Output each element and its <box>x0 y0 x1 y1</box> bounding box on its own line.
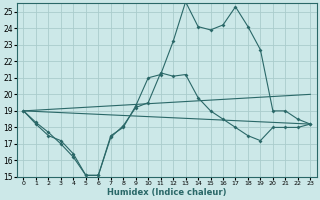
X-axis label: Humidex (Indice chaleur): Humidex (Indice chaleur) <box>107 188 227 197</box>
